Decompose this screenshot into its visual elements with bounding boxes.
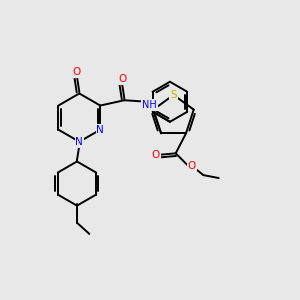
Text: N: N — [76, 137, 83, 147]
Text: NH: NH — [142, 100, 157, 110]
Text: O: O — [73, 67, 81, 77]
Text: S: S — [170, 90, 177, 100]
Text: N: N — [96, 125, 104, 135]
Text: O: O — [118, 74, 126, 84]
Text: O: O — [152, 150, 160, 160]
Text: O: O — [188, 161, 196, 171]
